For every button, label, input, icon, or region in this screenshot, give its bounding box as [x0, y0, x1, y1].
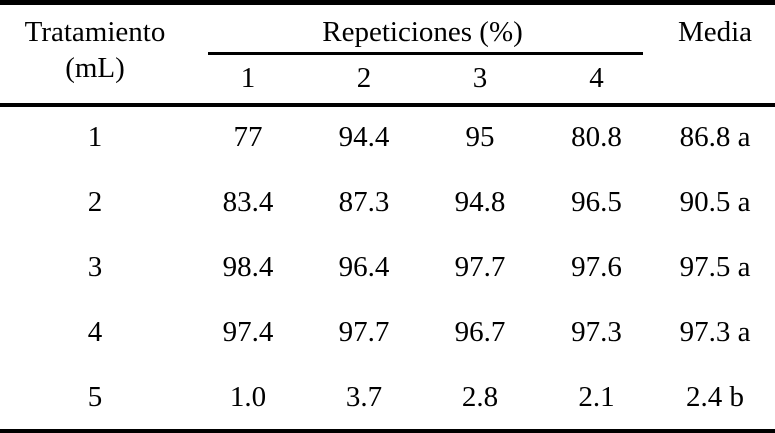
rep-cell: 77 — [233, 121, 263, 154]
table-row: 5 1.0 3.7 2.8 2.1 2.4 b — [0, 366, 775, 431]
treatment-header-line2: (mL) — [65, 52, 125, 84]
rep-col-header-1: 1 — [190, 54, 306, 107]
rep-cell: 94.4 — [338, 121, 390, 154]
rep-cell: 94.8 — [454, 185, 506, 218]
repetitions-group-label: Repeticiones (%) — [322, 16, 523, 48]
table-row: 3 98.4 96.4 97.7 97.6 97.5 a — [0, 235, 775, 300]
header-row-group: Tratamiento (mL) Repeticiones (%) Media — [0, 2, 775, 107]
rep-cell: 87.3 — [338, 185, 390, 218]
rep-cell: 98.4 — [222, 251, 274, 284]
treatment-cell: 4 — [87, 316, 103, 349]
rep-cell: 97.7 — [338, 316, 390, 349]
rep-cell: 3.7 — [345, 380, 383, 413]
treatment-header-line1: Tratamiento — [24, 16, 166, 48]
rep-col-header-2: 2 — [306, 54, 422, 107]
media-column-header: Media — [655, 2, 775, 107]
treatment-cell: 1 — [87, 121, 103, 154]
rep-cell: 96.5 — [571, 185, 622, 218]
rep-cell: 2.1 — [578, 380, 615, 413]
media-header-label: Media — [677, 16, 753, 48]
rep-cell: 1.0 — [229, 380, 267, 413]
media-cell: 97.5 a — [679, 251, 751, 284]
rep-cell: 96.7 — [454, 316, 506, 349]
table-row: 4 97.4 97.7 96.7 97.3 97.3 a — [0, 300, 775, 365]
rep-cell: 83.4 — [222, 185, 274, 218]
media-cell: 90.5 a — [679, 185, 751, 218]
media-cell: 2.4 b — [686, 380, 745, 413]
rep-cell: 96.4 — [338, 251, 390, 284]
table-row: 1 77 94.4 95 80.8 86.8 a — [0, 105, 775, 170]
header-row-subcolumns: 1 2 3 4 — [0, 54, 775, 107]
table-row: 2 83.4 87.3 94.8 96.5 90.5 a — [0, 170, 775, 235]
media-cell: 86.8 a — [679, 121, 751, 154]
rep-col-header-3: 3 — [422, 54, 538, 107]
rep-cell: 2.8 — [461, 380, 499, 413]
rep-cell: 95 — [465, 121, 495, 154]
rep-cell: 97.7 — [454, 251, 506, 284]
rep-cell: 97.3 — [571, 316, 622, 349]
rep-cell: 97.6 — [571, 251, 622, 284]
rep-cell: 80.8 — [571, 121, 622, 154]
treatment-column-header: Tratamiento (mL) — [0, 2, 190, 107]
rep-col-header-4: 4 — [538, 54, 656, 107]
treatment-cell: 2 — [87, 185, 103, 218]
treatment-cell: 3 — [87, 251, 103, 284]
repetitions-group-header: Repeticiones (%) — [190, 3, 655, 55]
group-header-underline — [208, 51, 644, 55]
rep-cell: 97.4 — [222, 316, 274, 349]
treatment-cell: 5 — [87, 380, 103, 413]
media-cell: 97.3 a — [679, 316, 751, 349]
